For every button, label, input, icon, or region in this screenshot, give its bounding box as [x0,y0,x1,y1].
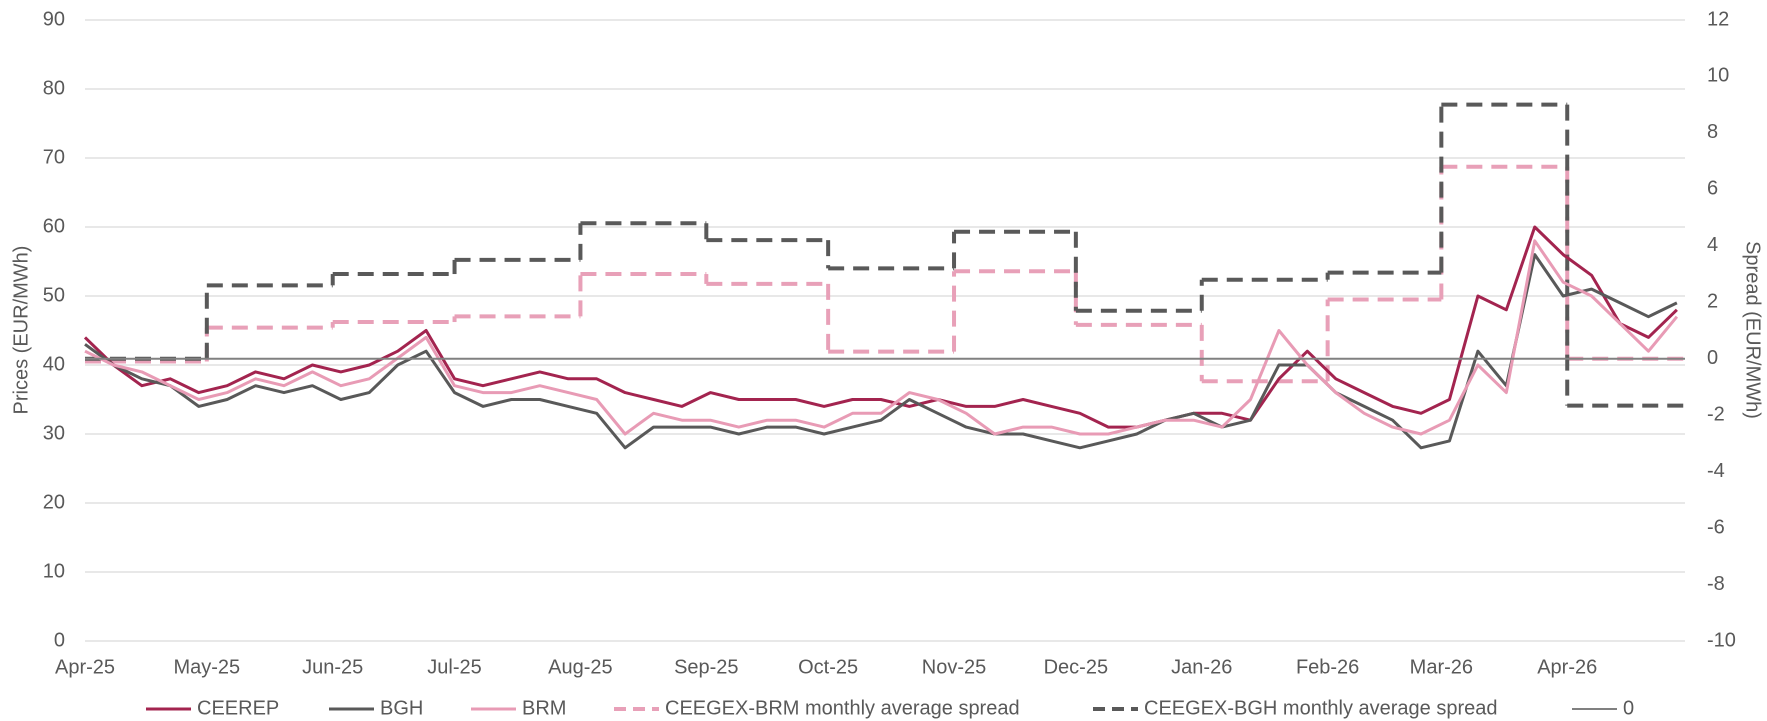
legend-label: 0 [1623,697,1634,719]
y2-tick-label: 12 [1707,8,1729,30]
legend-label: BRM [522,697,566,719]
x-tick-label: Sep-25 [674,656,739,678]
x-tick-label: Apr-25 [55,656,115,678]
x-tick-label: Jan-26 [1171,656,1232,678]
y2-tick-label: 0 [1707,347,1718,369]
y-tick-label: 90 [43,8,65,30]
legend-label: CEEREP [197,697,279,719]
y2-tick-label: -2 [1707,403,1725,425]
legend-label: BGH [380,697,423,719]
x-tick-label: May-25 [173,656,240,678]
y-axis-title: Prices (EUR/MWh) [10,246,32,415]
y2-tick-label: 8 [1707,121,1718,143]
price-line [84,253,1678,450]
y2-tick-label: 4 [1707,234,1718,256]
y2-tick-label: 2 [1707,291,1718,313]
x-tick-label: Jun-25 [302,656,363,678]
x-tick-label: Feb-26 [1296,656,1359,678]
x-tick-label: Jul-25 [427,656,481,678]
x-tick-label: Apr-26 [1537,656,1597,678]
x-tick-label: Dec-25 [1044,656,1108,678]
y2-axis-title: Spread (EUR/MWh) [1742,241,1764,419]
x-tick-label: Mar-26 [1410,656,1473,678]
y-tick-label: 10 [43,560,65,582]
x-tick-label: Nov-25 [922,656,986,678]
y-tick-label: 30 [43,422,65,444]
y-tick-label: 80 [43,77,65,99]
y-tick-label: 20 [43,491,65,513]
legend-label: CEEGEX-BGH monthly average spread [1144,697,1498,719]
y-tick-label: 40 [43,353,65,375]
y2-tick-label: 10 [1707,65,1729,87]
y-tick-label: 60 [43,215,65,237]
y-tick-label: 0 [54,629,65,651]
y2-tick-label: -4 [1707,460,1725,482]
x-tick-label: Oct-25 [798,656,858,678]
legend-label: CEEGEX-BRM monthly average spread [665,697,1020,719]
x-tick-label: Aug-25 [548,656,613,678]
y-tick-label: 70 [43,146,65,168]
y2-tick-label: 6 [1707,178,1718,200]
y2-tick-label: -8 [1707,573,1725,595]
price-line [83,225,1678,429]
y2-tick-label: -10 [1707,629,1736,651]
price-line [84,239,1679,436]
y2-tick-label: -6 [1707,516,1725,538]
y-tick-label: 50 [43,284,65,306]
